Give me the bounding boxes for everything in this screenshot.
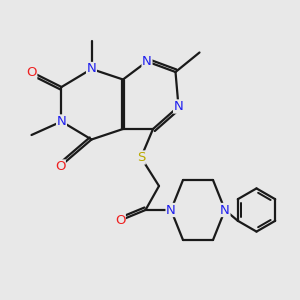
Text: O: O xyxy=(55,160,65,173)
Text: S: S xyxy=(137,151,145,164)
Text: N: N xyxy=(166,203,176,217)
Text: O: O xyxy=(26,65,37,79)
Text: N: N xyxy=(57,115,66,128)
Text: N: N xyxy=(142,55,152,68)
Text: N: N xyxy=(87,62,96,76)
Text: N: N xyxy=(220,203,230,217)
Text: O: O xyxy=(115,214,125,227)
Text: N: N xyxy=(174,100,183,113)
